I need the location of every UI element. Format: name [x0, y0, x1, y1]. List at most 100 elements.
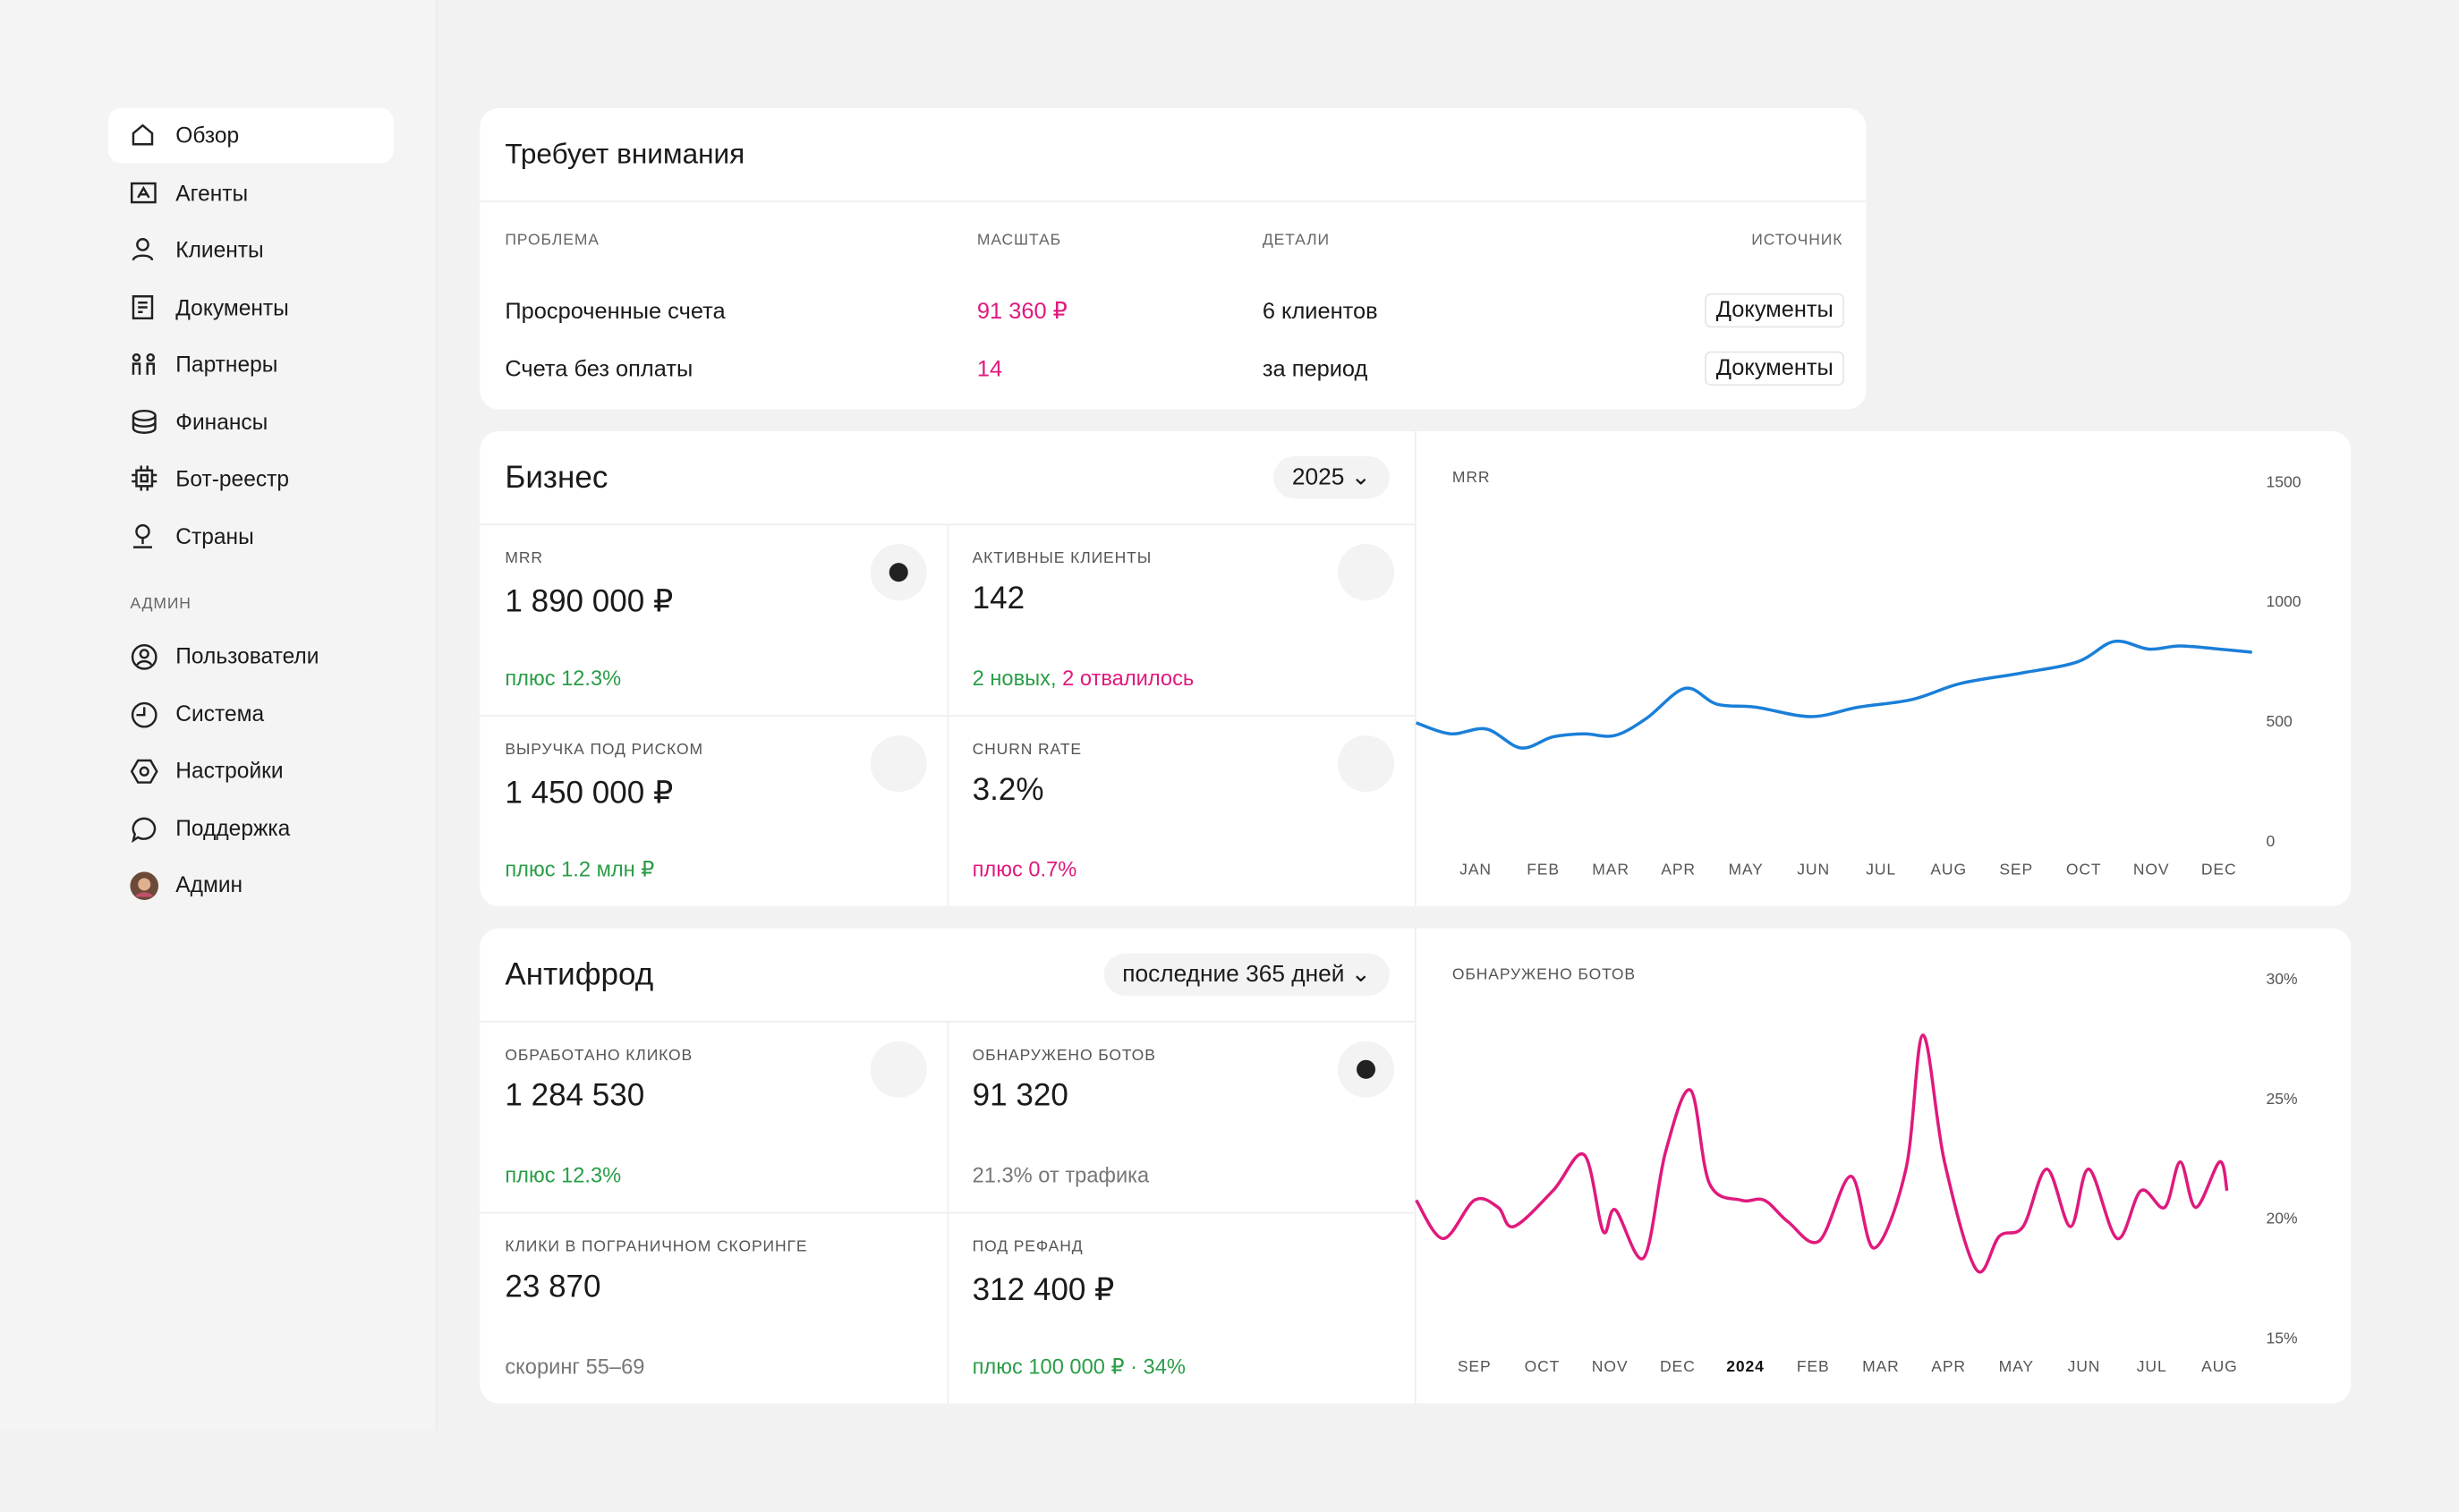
- cell: за период: [1262, 357, 1368, 383]
- indicator[interactable]: [870, 544, 927, 601]
- line-series: [1416, 639, 2252, 750]
- cell: 91 360 ₽: [976, 299, 1068, 325]
- nav-label: Финансы: [175, 409, 268, 435]
- card-title: Бизнес: [505, 461, 608, 496]
- source-button[interactable]: Документы: [1705, 293, 1845, 328]
- nav-label: Страны: [175, 523, 254, 549]
- y-tick-label: 30%: [2267, 970, 2298, 988]
- divider: [1414, 928, 1417, 1404]
- x-tick-label: JAN: [1459, 860, 1492, 878]
- dropdown-label: 2025: [1291, 463, 1345, 491]
- x-tick-label: 2024: [1726, 1357, 1764, 1375]
- nav-label: Бот-реестр: [175, 465, 289, 491]
- note-part: 2 отвалилось: [1062, 666, 1195, 691]
- column-header: МАСШТАБ: [976, 232, 1061, 250]
- indicator[interactable]: [1337, 1041, 1395, 1098]
- metric-value: 142: [972, 582, 1025, 616]
- x-tick-label: MAR: [1862, 1357, 1900, 1375]
- x-tick-label: JUL: [1866, 860, 1896, 878]
- nav-item[interactable]: Бот-реестр: [108, 452, 394, 506]
- x-tick-label: NOV: [1592, 1357, 1629, 1375]
- x-tick-label: OCT: [1525, 1357, 1561, 1375]
- metric-value: 1 284 530: [505, 1078, 645, 1114]
- x-tick-label: FEB: [1527, 860, 1560, 878]
- metric-value: 1 890 000 ₽: [505, 584, 674, 620]
- indicator[interactable]: [870, 1041, 927, 1098]
- x-tick-label: AUG: [1930, 860, 1967, 878]
- x-tick-label: DEC: [2201, 860, 2237, 878]
- line-series: [1415, 1033, 2229, 1274]
- divider: [947, 1020, 949, 1404]
- metric-note: плюс 12.3%: [505, 666, 622, 691]
- nav-label: Клиенты: [175, 236, 264, 262]
- nav-item[interactable]: Админ: [108, 858, 394, 913]
- indicator-dot: [1356, 1059, 1376, 1079]
- x-tick-label: JUN: [1797, 860, 1830, 878]
- nav-label: Документы: [175, 294, 289, 320]
- x-tick-label: MAY: [1728, 860, 1763, 878]
- metric-note: 2 новых, 2 отвалилось: [973, 667, 1195, 690]
- indicator[interactable]: [1337, 735, 1395, 793]
- section-label: АДМИН: [130, 595, 191, 614]
- nav-label: Агенты: [175, 180, 249, 206]
- nav-item[interactable]: Клиенты: [108, 223, 394, 277]
- indicator[interactable]: [1337, 544, 1395, 601]
- chart-title: ОБНАРУЖЕНО БОТОВ: [1452, 965, 1636, 983]
- nav-item[interactable]: Система: [108, 687, 394, 742]
- metric-label: ОБРАБОТАНО КЛИКОВ: [505, 1047, 693, 1066]
- metric-note: плюс 1.2 млн ₽: [505, 857, 655, 881]
- nav-label: Партнеры: [175, 351, 278, 377]
- x-tick-label: OCT: [2066, 860, 2102, 878]
- indicator[interactable]: [870, 735, 927, 793]
- divider: [480, 200, 1867, 203]
- x-tick-label: JUN: [2068, 1357, 2101, 1375]
- card-title: Антифрод: [505, 957, 654, 993]
- source-button[interactable]: Документы: [1705, 351, 1845, 386]
- metric-note: плюс 12.3%: [505, 1163, 622, 1187]
- column-header: ПРОБЛЕМА: [505, 232, 600, 250]
- x-tick-label: APR: [1661, 860, 1696, 878]
- nav-item[interactable]: Страны: [108, 510, 394, 565]
- sidebar: [0, 0, 438, 1431]
- x-tick-label: MAR: [1592, 860, 1629, 878]
- y-tick-label: 0: [2267, 832, 2276, 850]
- nav-item[interactable]: Финансы: [108, 395, 394, 450]
- metric-note: 21.3% от трафика: [972, 1163, 1150, 1187]
- metric-label: АКТИВНЫЕ КЛИЕНТЫ: [972, 550, 1153, 568]
- nav-item[interactable]: Документы: [108, 281, 394, 336]
- nav-item[interactable]: Агенты: [108, 166, 394, 221]
- nav-label: Обзор: [175, 122, 240, 148]
- cell: Счета без оплаты: [505, 357, 693, 383]
- nav-label: Настройки: [175, 757, 284, 783]
- nav-item[interactable]: Настройки: [108, 743, 394, 798]
- nav-label: Система: [175, 701, 265, 726]
- y-tick-label: 15%: [2267, 1329, 2298, 1346]
- metric-note: плюс 0.7%: [972, 857, 1077, 881]
- y-tick-label: 500: [2267, 712, 2293, 730]
- metric-value: 23 870: [505, 1270, 601, 1305]
- metric-label: ПОД РЕФАНД: [972, 1238, 1084, 1256]
- nav-label: Админ: [175, 871, 243, 897]
- card-title: Требует внимания: [505, 138, 745, 170]
- x-tick-label: JUL: [2137, 1357, 2167, 1375]
- cell: 14: [976, 357, 1003, 383]
- nav-item[interactable]: Поддержка: [108, 802, 394, 856]
- column-header: ИСТОЧНИК: [1751, 232, 1843, 250]
- metric-value: 3.2%: [972, 773, 1044, 808]
- nav-item[interactable]: Партнеры: [108, 337, 394, 392]
- metric-label: MRR: [505, 550, 543, 568]
- divider: [947, 523, 949, 907]
- nav-item[interactable]: Обзор: [107, 107, 394, 164]
- metric-label: ОБНАРУЖЕНО БОТОВ: [972, 1047, 1156, 1066]
- metric-label: КЛИКИ В ПОГРАНИЧНОМ СКОРИНГЕ: [505, 1238, 808, 1256]
- nav-item[interactable]: Пользователи: [108, 629, 394, 684]
- period-dropdown[interactable]: последние 365 дней ⌄: [1103, 953, 1390, 996]
- x-tick-label: AUG: [2201, 1357, 2238, 1375]
- y-tick-label: 1500: [2267, 472, 2302, 490]
- metric-note: плюс 100 000 ₽ · 34%: [972, 1355, 1186, 1379]
- x-tick-label: SEP: [1999, 860, 2033, 878]
- x-tick-label: DEC: [1660, 1357, 1696, 1375]
- year-dropdown[interactable]: 2025 ⌄: [1272, 456, 1390, 499]
